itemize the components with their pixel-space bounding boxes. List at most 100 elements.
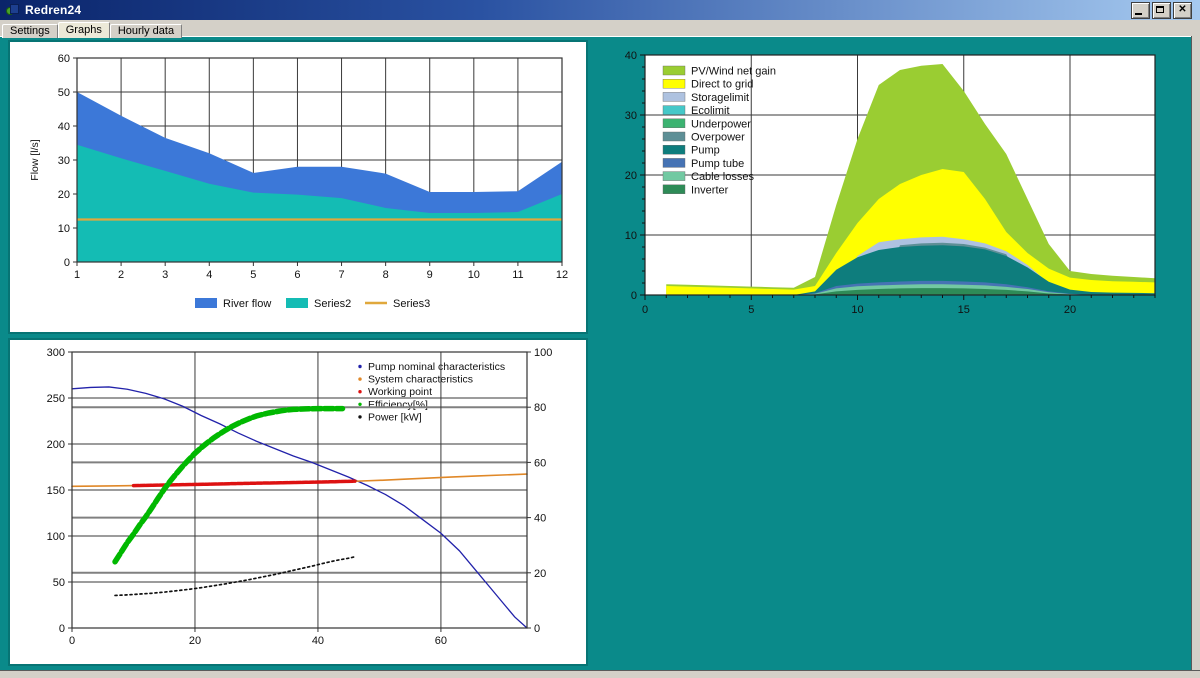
- svg-text:40: 40: [58, 121, 70, 133]
- svg-text:9: 9: [427, 269, 433, 281]
- svg-text:30: 30: [625, 110, 637, 122]
- monthly-flow-panel: 1 2 3 4 5 6 7 8 9 10 11 12 0 10 20 30 40 50 60 Flow [l/s] Ri…: [8, 40, 588, 334]
- minimize-icon: [1135, 12, 1142, 15]
- legend-power-kw-: Power [kW]: [368, 411, 422, 423]
- legend-series3: Series3: [393, 298, 430, 310]
- svg-text:0: 0: [534, 623, 540, 635]
- window-frame-bottom: [0, 670, 1200, 678]
- svg-text:60: 60: [534, 457, 546, 469]
- svg-text:7: 7: [338, 269, 344, 281]
- title-bar: Redren24 ✕: [0, 0, 1200, 20]
- svg-text:100: 100: [47, 531, 65, 543]
- minimize-button[interactable]: [1131, 1, 1150, 19]
- legend-inverter: Inverter: [691, 184, 729, 196]
- legend-river-flow: River flow: [223, 298, 271, 310]
- legend-efficiency-%-: Efficiency[%]: [368, 399, 428, 411]
- legend-series2: Series2: [314, 298, 351, 310]
- svg-text:200: 200: [47, 439, 65, 451]
- legend-pump-tube: Pump tube: [691, 158, 744, 170]
- svg-text:20: 20: [534, 568, 546, 580]
- svg-text:60: 60: [435, 635, 447, 647]
- svg-text:50: 50: [58, 87, 70, 99]
- legend-pump-nominal-characteristics: Pump nominal characteristics: [368, 361, 505, 373]
- grid: [72, 352, 527, 628]
- svg-text:10: 10: [468, 269, 480, 281]
- x-axis: 0 5 10 15 20: [642, 295, 1156, 316]
- svg-text:0: 0: [59, 623, 65, 635]
- legend-storagelimit: Storagelimit: [691, 92, 749, 104]
- layer-pump: [666, 245, 1155, 295]
- svg-text:50: 50: [53, 577, 65, 589]
- svg-text:11: 11: [512, 269, 523, 281]
- svg-text:10: 10: [58, 223, 70, 235]
- legend-overpower: Overpower: [691, 132, 745, 144]
- svg-text:4: 4: [206, 269, 212, 281]
- svg-text:0: 0: [69, 635, 75, 647]
- svg-text:0: 0: [642, 304, 648, 316]
- svg-text:20: 20: [189, 635, 201, 647]
- layer-inverter: [666, 288, 1155, 295]
- svg-text:150: 150: [47, 485, 65, 497]
- svg-text:1: 1: [74, 269, 80, 281]
- svg-text:5: 5: [748, 304, 754, 316]
- daily-energy-chart: 0 5 10 15 20 0 10 20 30 40 PV/Wind net gainDirect …: [625, 50, 1156, 316]
- window-controls: ✕: [1131, 1, 1196, 19]
- svg-text:15: 15: [958, 304, 970, 316]
- svg-text:0: 0: [64, 257, 70, 269]
- close-button[interactable]: ✕: [1173, 1, 1192, 19]
- legend-ecolimit: Ecolimit: [691, 105, 730, 117]
- right-y-axis: 0 20 40 60 80 100: [527, 347, 552, 635]
- svg-text:40: 40: [625, 50, 637, 62]
- svg-text:40: 40: [312, 635, 324, 647]
- y-axis-title: Flow [l/s]: [29, 139, 41, 181]
- legend: River flow Series2 Series3: [195, 298, 430, 310]
- svg-text:100: 100: [534, 347, 552, 359]
- y-axis: 0 10 20 30 40 50 60: [58, 53, 77, 269]
- tab-bar: Settings Graphs Hourly data: [0, 20, 1200, 38]
- tab-hourly-data[interactable]: Hourly data: [109, 24, 183, 38]
- x-axis: 0 20 40 60: [69, 628, 447, 647]
- svg-text:20: 20: [1064, 304, 1076, 316]
- maximize-button[interactable]: [1152, 1, 1171, 19]
- left-y-axis: 0 50 100 150 200 250 300: [47, 347, 72, 635]
- svg-text:3: 3: [162, 269, 168, 281]
- svg-text:10: 10: [625, 230, 637, 242]
- svg-text:12: 12: [556, 269, 568, 281]
- legend-direct-to-grid: Direct to grid: [691, 79, 753, 91]
- svg-text:6: 6: [294, 269, 300, 281]
- tab-graphs[interactable]: Graphs: [57, 22, 110, 38]
- x-axis: 1 2 3 4 5 6 7 8 9 10 11 12: [74, 262, 568, 281]
- pump-characteristics-panel: Pump nominal characteristics System chara…: [8, 338, 588, 666]
- layer-direct-to-grid: [666, 169, 1155, 295]
- legend-cable-losses: Cable losses: [691, 171, 754, 183]
- series-series2: [77, 144, 562, 262]
- legend-underpower: Underpower: [691, 118, 751, 130]
- svg-text:10: 10: [851, 304, 863, 316]
- svg-text:20: 20: [58, 189, 70, 201]
- legend-system-characteristics: System characteristics: [368, 374, 473, 386]
- legend-working-point: Working point: [368, 386, 432, 398]
- curve-efficiency-%-: [112, 405, 346, 565]
- svg-text:30: 30: [58, 155, 70, 167]
- legend-pv-wind-net-gain: PV/Wind net gain: [691, 66, 776, 78]
- tab-settings[interactable]: Settings: [2, 24, 58, 38]
- window-title: Redren24: [25, 3, 82, 17]
- window-frame-right: [1191, 36, 1200, 670]
- maximize-icon: [1156, 5, 1164, 13]
- svg-text:300: 300: [47, 347, 65, 359]
- svg-text:250: 250: [47, 393, 65, 405]
- curve-pump-nominal-characteristics: [71, 386, 528, 629]
- y-axis: 0 10 20 30 40: [625, 50, 645, 302]
- svg-text:5: 5: [250, 269, 256, 281]
- svg-text:60: 60: [58, 53, 70, 65]
- svg-text:0: 0: [631, 290, 637, 302]
- curve-power-kw-: [114, 555, 356, 597]
- svg-text:20: 20: [625, 170, 637, 182]
- svg-text:2: 2: [118, 269, 124, 281]
- app-icon: [6, 4, 19, 16]
